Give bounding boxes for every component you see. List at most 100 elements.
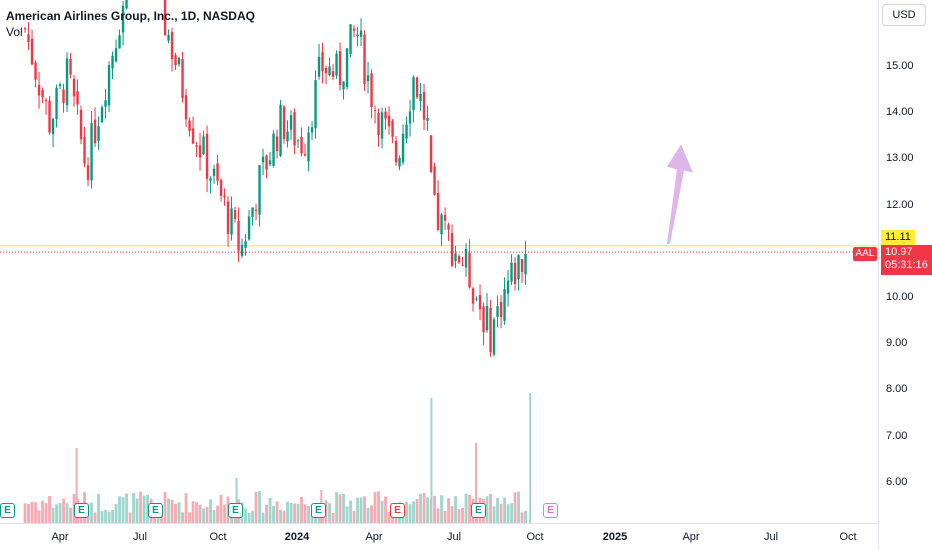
candle-body xyxy=(366,75,370,81)
candle-body xyxy=(272,133,275,166)
volume-bar xyxy=(44,503,48,523)
candle-body xyxy=(398,157,401,167)
earnings-flag[interactable]: E xyxy=(228,503,243,518)
time-tick: Oct xyxy=(526,531,544,543)
candle-body xyxy=(48,100,51,133)
volume-bar xyxy=(335,492,338,523)
candle-body xyxy=(90,123,93,181)
candle-body xyxy=(506,280,510,294)
volume-bar xyxy=(324,500,328,523)
candle-body xyxy=(499,302,503,318)
volume-bar xyxy=(128,512,132,523)
volume-bar xyxy=(48,495,51,523)
volume-bar xyxy=(268,498,272,523)
volume-bar xyxy=(524,510,527,523)
volume-bar xyxy=(191,501,195,523)
candle-body xyxy=(373,109,377,111)
time-tick: 2025 xyxy=(602,531,628,543)
candle-body xyxy=(251,207,254,218)
volume-bar xyxy=(41,500,44,523)
candle-body xyxy=(37,84,41,96)
candle-body xyxy=(454,253,457,262)
volume-bar xyxy=(422,493,426,523)
volume-bar xyxy=(212,510,216,523)
volume-bar xyxy=(51,507,55,523)
volume-bar xyxy=(195,502,198,523)
candle-body xyxy=(457,255,461,263)
candle-body xyxy=(167,34,170,41)
price-axis[interactable] xyxy=(878,0,932,550)
volume-bar xyxy=(146,494,149,523)
candle-body xyxy=(317,56,321,77)
volume-bar xyxy=(261,512,265,523)
candle-body xyxy=(30,38,34,65)
candle-body xyxy=(405,124,408,139)
volume-bar xyxy=(359,497,363,523)
earnings-flag[interactable]: E xyxy=(148,503,163,518)
time-axis[interactable] xyxy=(0,523,878,550)
candle-body xyxy=(328,66,331,76)
projection-arrow[interactable] xyxy=(667,144,693,244)
candle-body xyxy=(363,34,366,85)
candle-body xyxy=(111,55,114,69)
candle-body xyxy=(321,52,324,72)
volume-bar xyxy=(366,507,370,523)
volume-bar xyxy=(345,506,349,523)
earnings-flag[interactable]: E xyxy=(543,503,558,518)
volume-bar xyxy=(104,509,107,523)
volume-bar xyxy=(363,496,366,523)
candle-body xyxy=(202,136,205,155)
volume-bar xyxy=(97,493,100,523)
candle-body xyxy=(226,201,230,234)
candle-body xyxy=(261,156,265,163)
volume-bar xyxy=(447,498,450,523)
candle-body xyxy=(422,92,426,120)
currency-button[interactable]: USD xyxy=(882,4,926,26)
time-tick: Apr xyxy=(365,531,383,543)
candle-body xyxy=(303,154,307,156)
price-tick: 9.00 xyxy=(886,337,908,350)
volume-bar xyxy=(296,503,300,523)
earnings-flag[interactable]: E xyxy=(311,503,326,518)
volume-bar xyxy=(282,510,286,523)
volume-bar xyxy=(27,503,30,523)
volume-bar xyxy=(352,510,356,523)
volume-bar xyxy=(202,508,205,523)
candle-body xyxy=(380,112,384,139)
volume-bar xyxy=(125,493,128,523)
volume-bar xyxy=(436,508,440,523)
candle-body xyxy=(331,71,335,77)
earnings-flag[interactable]: E xyxy=(471,503,486,518)
volume-bar xyxy=(279,509,282,523)
candle-body xyxy=(485,306,489,331)
candle-body xyxy=(489,307,492,353)
volume-bar xyxy=(286,501,289,523)
candle-body xyxy=(86,165,90,180)
candle-body xyxy=(310,127,314,133)
candle-body xyxy=(195,145,198,147)
earnings-flag[interactable]: E xyxy=(390,503,405,518)
volume-bar xyxy=(170,499,174,523)
volume-bar xyxy=(254,491,258,523)
symbol-tag: AAL xyxy=(853,247,877,261)
candle-body xyxy=(286,131,289,142)
candle-body xyxy=(359,30,363,37)
volume-bar xyxy=(188,512,191,523)
price-tick: 15.00 xyxy=(886,60,914,72)
candle-body xyxy=(69,58,72,75)
volume-bar xyxy=(496,497,499,523)
time-tick: Oct xyxy=(209,531,227,543)
candle-body xyxy=(492,319,496,355)
volume-bar xyxy=(58,503,62,523)
chart-area[interactable]: American Airlines Group, Inc., 1D, NASDA… xyxy=(0,0,878,523)
candle-body xyxy=(216,163,219,181)
candle-body xyxy=(62,89,65,104)
earnings-flag[interactable]: E xyxy=(74,503,89,518)
candle-body xyxy=(247,216,251,240)
earnings-flag[interactable]: E xyxy=(0,503,15,518)
volume-bar xyxy=(377,491,380,523)
time-tick: Jul xyxy=(763,531,779,543)
chart-canvas[interactable] xyxy=(0,0,878,523)
candle-body xyxy=(41,90,44,98)
volume-bar xyxy=(289,502,293,523)
